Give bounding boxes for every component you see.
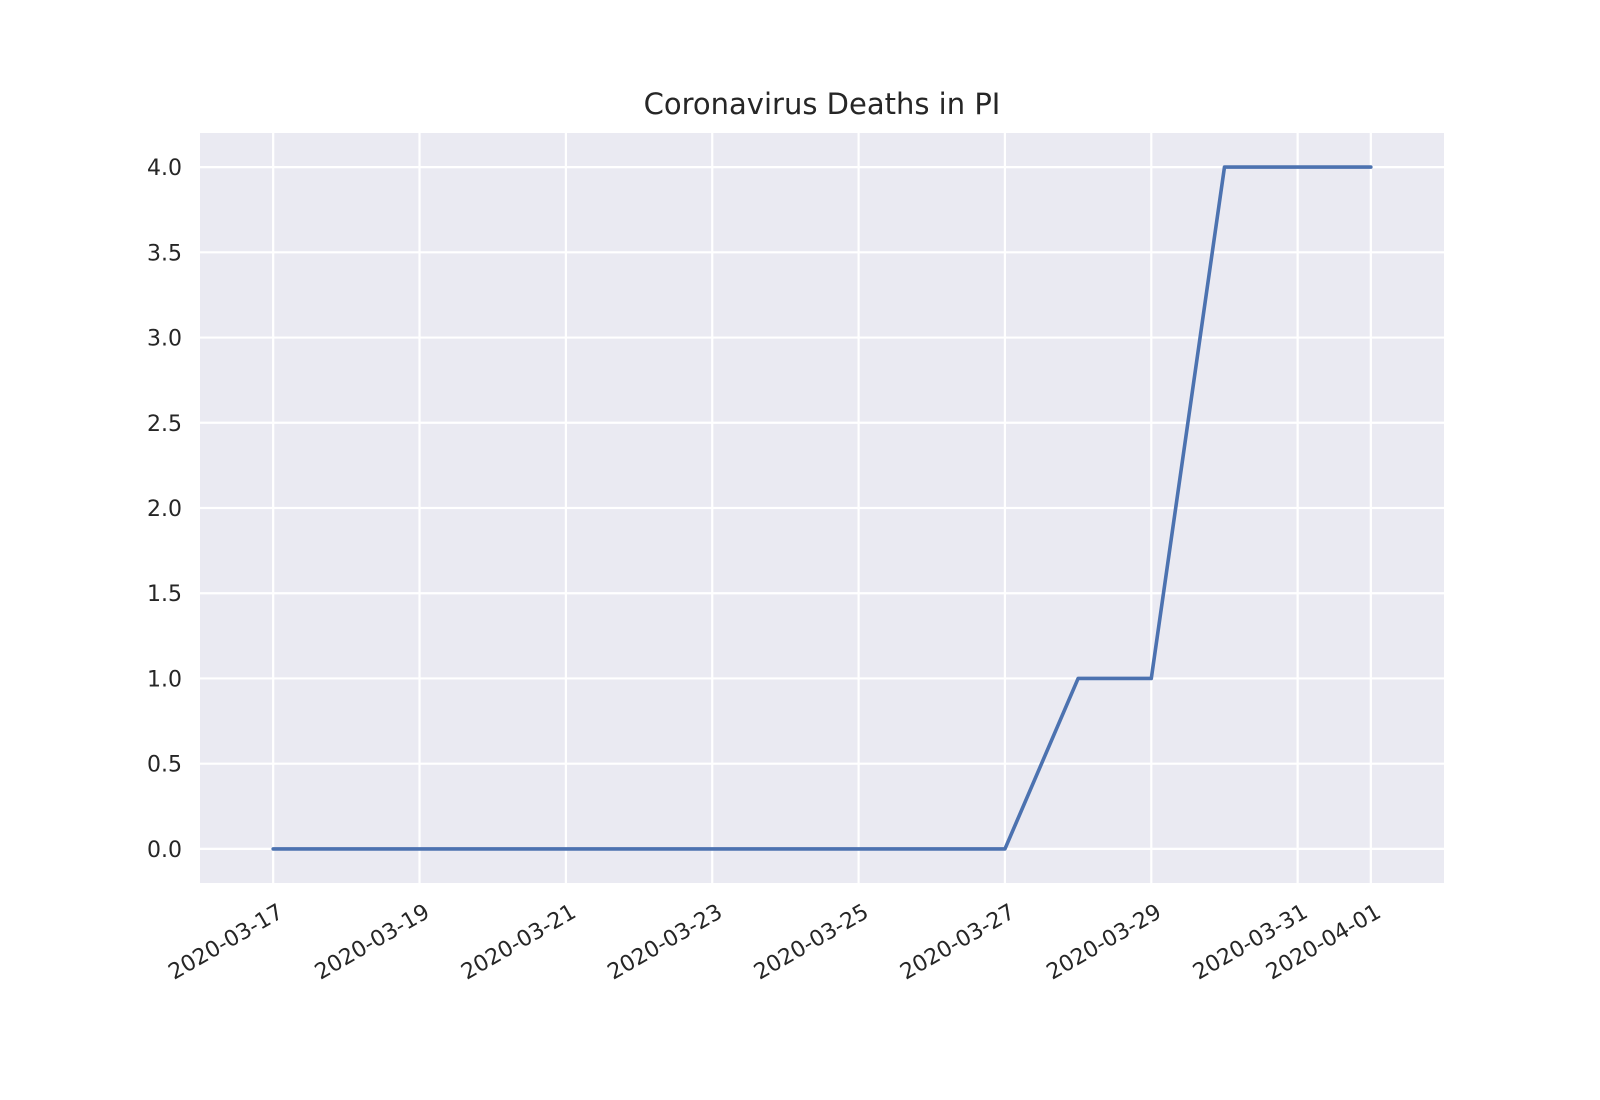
y-tick-label: 0.0 — [147, 838, 182, 863]
x-tick-label: 2020-03-23 — [604, 900, 727, 986]
grid-lines — [200, 133, 1444, 883]
y-tick-label: 3.5 — [147, 241, 182, 266]
x-tick-label: 2020-03-17 — [165, 900, 288, 986]
y-tick-label: 2.5 — [147, 412, 182, 437]
y-tick-label: 0.5 — [147, 753, 182, 778]
x-tick-label: 2020-03-29 — [1043, 900, 1166, 986]
y-tick-label: 4.0 — [147, 156, 182, 181]
x-tick-label: 2020-03-25 — [750, 900, 873, 986]
x-tick-label: 2020-03-19 — [311, 900, 434, 986]
x-tick-label: 2020-03-27 — [896, 900, 1019, 986]
chart-title: Coronavirus Deaths in PI — [644, 87, 1001, 121]
y-tick-label: 2.0 — [147, 497, 182, 522]
y-tick-label: 1.0 — [147, 667, 182, 692]
x-axis: 2020-03-17 2020-03-19 2020-03-21 2020-03-23… — [165, 900, 1386, 986]
series-line — [271, 165, 1373, 851]
y-tick-label: 1.5 — [147, 582, 182, 607]
x-tick-label: 2020-03-21 — [457, 900, 580, 986]
series-layer — [271, 165, 1373, 851]
y-tick-label: 3.0 — [147, 327, 182, 352]
y-axis: 0.0 0.5 1.0 1.5 2.0 2.5 3.0 3.5 4.0 — [147, 156, 182, 863]
